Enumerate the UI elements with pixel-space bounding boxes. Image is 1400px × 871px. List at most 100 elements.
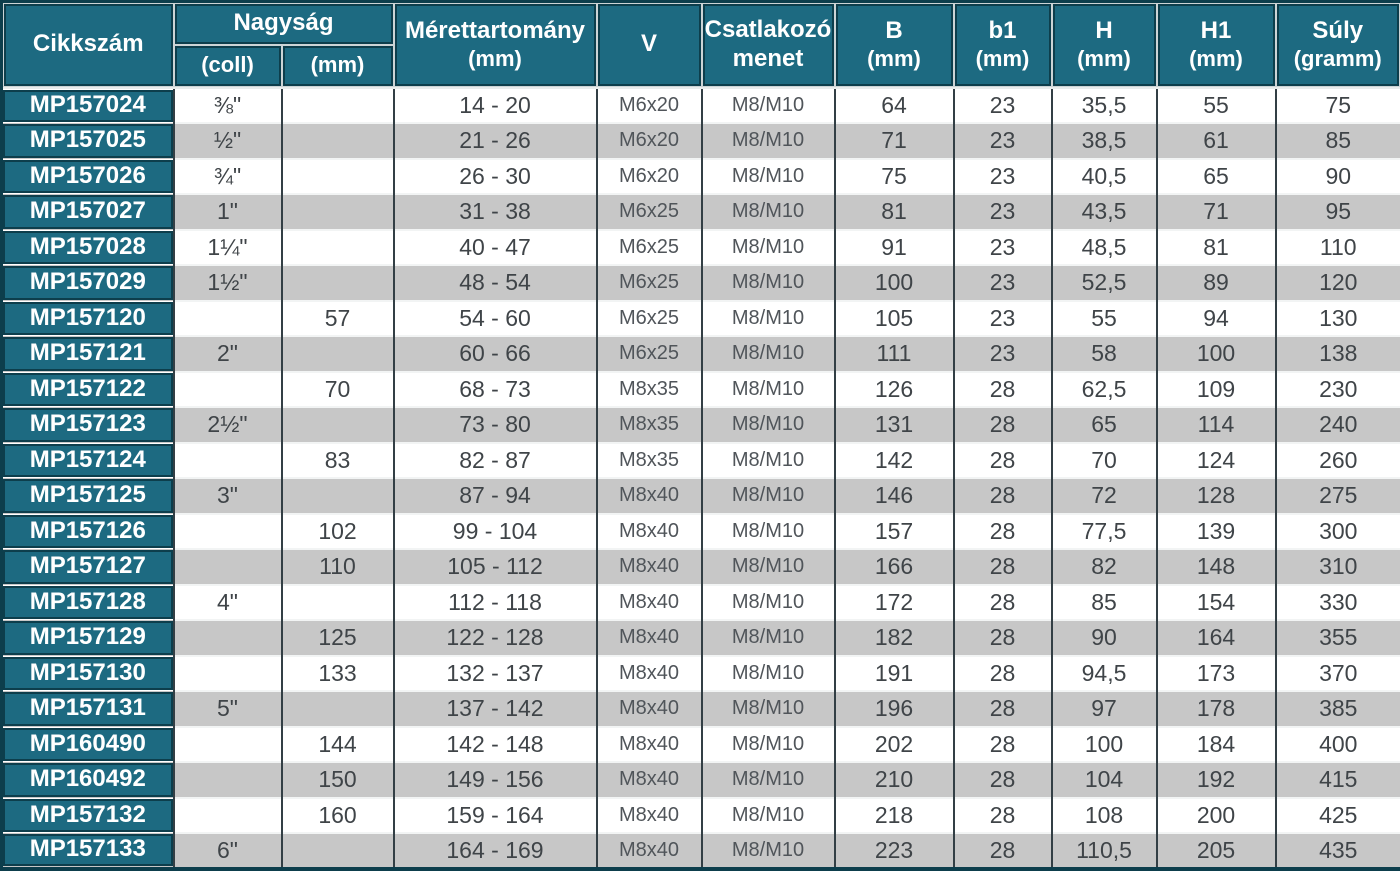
col-header-csatlakozo-menet: Csatlakozó menet	[702, 2, 835, 88]
col-header-unit: (mm)	[867, 46, 921, 72]
data-cell	[282, 265, 394, 301]
data-cell: ½"	[174, 123, 282, 159]
article-number-chip: MP157120	[3, 302, 173, 336]
data-cell: 110	[282, 549, 394, 585]
data-cell: 23	[954, 265, 1052, 301]
data-cell: 128	[1157, 478, 1276, 514]
data-cell: 105 - 112	[394, 549, 597, 585]
data-cell: 28	[954, 798, 1052, 834]
article-number-chip: MP157124	[3, 444, 173, 478]
col-header-h-chip: H (mm)	[1053, 4, 1156, 86]
article-number-cell: MP160490	[2, 727, 174, 763]
data-cell: M8/M10	[702, 123, 835, 159]
data-cell: 70	[282, 372, 394, 408]
article-number-chip: MP157029	[3, 266, 173, 300]
data-cell	[174, 372, 282, 408]
data-cell	[174, 443, 282, 479]
data-cell: 65	[1157, 159, 1276, 195]
data-cell: 202	[835, 727, 954, 763]
data-cell: 28	[954, 762, 1052, 798]
data-cell: M8x40	[597, 762, 702, 798]
data-cell	[282, 691, 394, 727]
data-cell: 55	[1052, 301, 1157, 337]
data-cell: 150	[282, 762, 394, 798]
data-cell: M8x40	[597, 478, 702, 514]
article-number-cell: MP157132	[2, 798, 174, 834]
data-cell	[282, 833, 394, 869]
data-cell: 31 - 38	[394, 194, 597, 230]
article-number-cell: MP157124	[2, 443, 174, 479]
data-cell	[282, 159, 394, 195]
data-cell: 400	[1276, 727, 1400, 763]
article-number-cell: MP157126	[2, 514, 174, 550]
col-subheader-mm: (mm)	[282, 45, 394, 88]
col-header-label: Cikkszám	[33, 30, 144, 59]
data-cell: 425	[1276, 798, 1400, 834]
col-header-merettartomany-chip: Mérettartomány (mm)	[395, 4, 596, 86]
data-cell: M8x40	[597, 549, 702, 585]
data-cell: 100	[1052, 727, 1157, 763]
col-header-label: menet	[733, 45, 804, 74]
col-subheader-coll-chip: (coll)	[175, 46, 281, 86]
col-header-suly: Súly (gramm)	[1276, 2, 1400, 88]
data-cell: 1½"	[174, 265, 282, 301]
data-cell: M6x20	[597, 123, 702, 159]
data-cell: 3"	[174, 478, 282, 514]
data-cell: 310	[1276, 549, 1400, 585]
data-cell: 110,5	[1052, 833, 1157, 869]
data-cell: M8x40	[597, 514, 702, 550]
data-cell: M8/M10	[702, 336, 835, 372]
article-number-cell: MP157131	[2, 691, 174, 727]
col-header-label: V	[641, 30, 657, 59]
article-number-cell: MP157027	[2, 194, 174, 230]
article-number-chip: MP157027	[3, 195, 173, 229]
data-cell: 132 - 137	[394, 656, 597, 692]
col-header-nagysag-chip: Nagyság	[175, 4, 393, 44]
data-cell: 126	[835, 372, 954, 408]
data-cell: 87 - 94	[394, 478, 597, 514]
data-cell: 40,5	[1052, 159, 1157, 195]
data-cell: 94,5	[1052, 656, 1157, 692]
data-cell	[174, 727, 282, 763]
data-cell: 191	[835, 656, 954, 692]
data-cell: 112 - 118	[394, 585, 597, 621]
data-cell: 90	[1276, 159, 1400, 195]
data-cell: 100	[835, 265, 954, 301]
col-header-b1-chip: b1 (mm)	[955, 4, 1051, 86]
data-cell: 130	[1276, 301, 1400, 337]
data-cell: M8/M10	[702, 514, 835, 550]
data-cell	[282, 478, 394, 514]
data-cell: 435	[1276, 833, 1400, 869]
data-cell: 159 - 164	[394, 798, 597, 834]
article-number-cell: MP157024	[2, 88, 174, 124]
col-header-nagysag: Nagyság	[174, 2, 394, 45]
data-cell: 72	[1052, 478, 1157, 514]
col-header-merettartomany: Mérettartomány (mm)	[394, 2, 597, 88]
col-header-csatlakozo-chip: Csatlakozó menet	[703, 4, 834, 86]
data-cell: 110	[1276, 230, 1400, 266]
data-cell: 1¼"	[174, 230, 282, 266]
data-cell: 97	[1052, 691, 1157, 727]
data-cell: 28	[954, 372, 1052, 408]
col-header-label: B	[885, 17, 902, 46]
data-cell: 64	[835, 88, 954, 124]
article-number-cell: MP157123	[2, 407, 174, 443]
data-cell: M8/M10	[702, 159, 835, 195]
data-cell: M8x40	[597, 798, 702, 834]
col-header-v-chip: V	[598, 4, 701, 86]
article-number-cell: MP157125	[2, 478, 174, 514]
article-number-cell: MP157128	[2, 585, 174, 621]
data-cell: 108	[1052, 798, 1157, 834]
data-cell: 148	[1157, 549, 1276, 585]
col-header-label: Nagyság	[233, 9, 333, 38]
data-cell: 196	[835, 691, 954, 727]
table-header: Cikkszám Nagyság Mérettartomány (mm) V	[2, 2, 1400, 88]
col-header-cikkszam-chip: Cikkszám	[4, 4, 173, 86]
col-header-b: B (mm)	[835, 2, 954, 88]
